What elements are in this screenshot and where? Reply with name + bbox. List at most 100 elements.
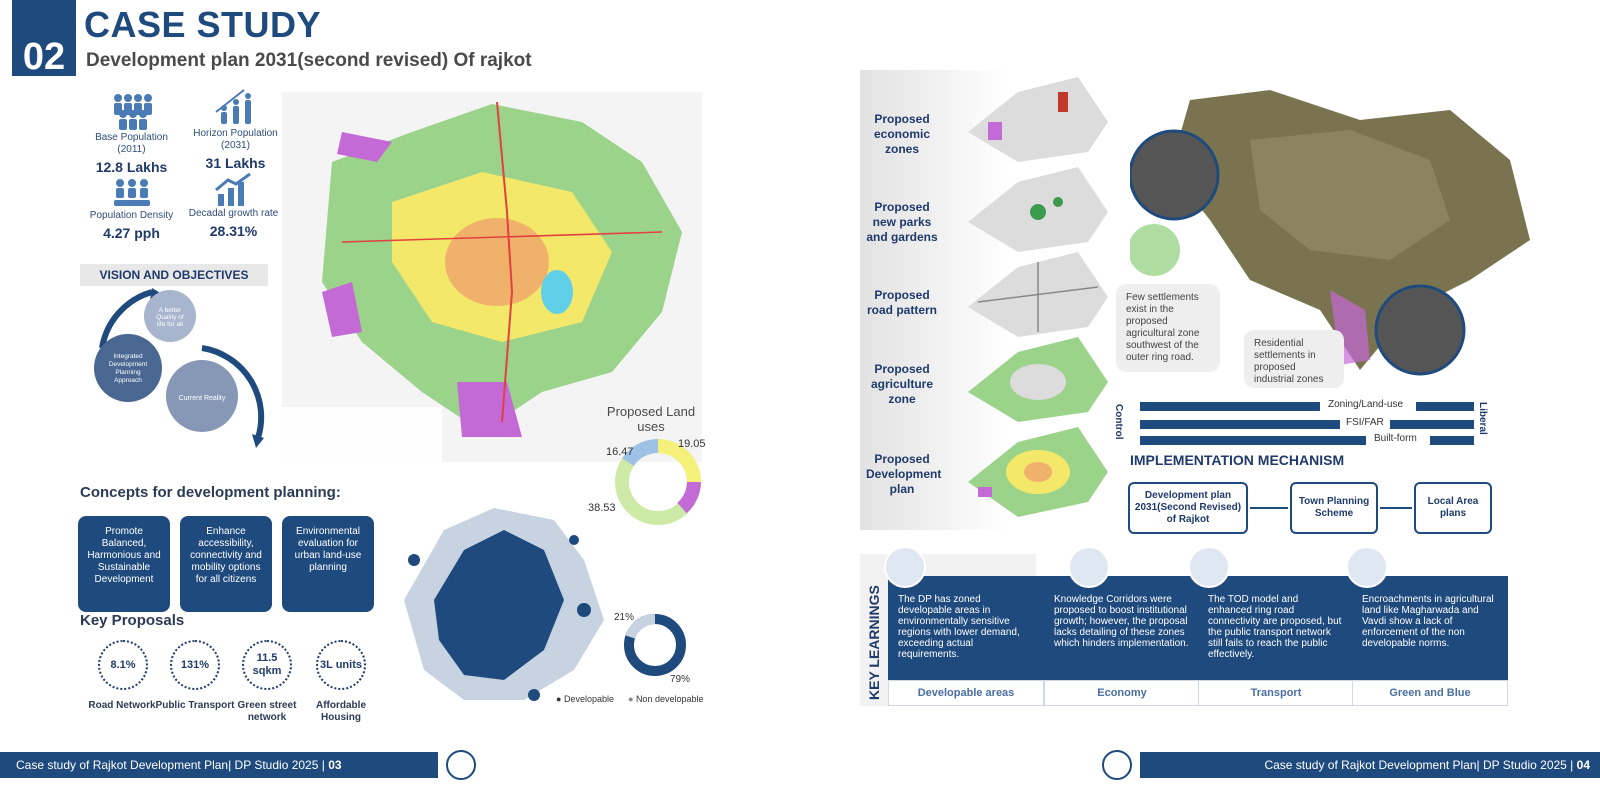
layer-map-development <box>968 427 1108 517</box>
stat-population-density: Population Density 4.27 pph <box>84 178 179 241</box>
satellite-map <box>1130 90 1530 376</box>
donut-label-3: 38.53 <box>588 502 616 514</box>
concept-card-balanced: Promote Balanced, Harmonious and Sustain… <box>78 516 170 612</box>
footer-right: Case study of Rajkot Development Plan| D… <box>1140 752 1600 778</box>
stat-label: Horizon Population (2031) <box>193 128 278 151</box>
layer-label-development: Proposed Development plan <box>866 452 942 496</box>
developable-area-map <box>404 508 604 701</box>
gear-label-quality: A better Quality of life for all <box>156 307 184 328</box>
kp-housing-label: Affordable Housing <box>316 700 366 723</box>
stat-value: 31 Lakhs <box>205 155 266 171</box>
vision-heading: VISION AND OBJECTIVES <box>80 264 268 286</box>
stat-horizon-population: Horizon Population (2031) 31 Lakhs <box>188 88 283 171</box>
gear-label-integrated: Integrated Development Planning Approach <box>109 353 147 384</box>
layer-map-agriculture <box>968 337 1108 422</box>
landuse-map <box>282 92 702 462</box>
kp-transport-value: 131% <box>170 640 220 690</box>
buildings-icon <box>884 546 926 588</box>
scale-bar-built-left <box>1140 436 1366 445</box>
stat-label: Decadal growth rate <box>188 208 279 219</box>
economy-icon <box>1068 546 1110 588</box>
people-crowd-icon <box>113 179 150 206</box>
donut-slice-purple <box>677 481 701 514</box>
stat-value: 4.27 pph <box>103 225 160 241</box>
scale-bar-zoning-right <box>1416 402 1474 411</box>
flow-step-dp: Development plan 2031(Second Revised) of… <box>1128 482 1248 534</box>
key-proposals-heading: Key Proposals <box>80 612 185 629</box>
kl-card-text: Knowledge Corridors were proposed to boo… <box>1044 576 1200 680</box>
note-settlements: Few settlements exist in the proposed ag… <box>1116 284 1220 372</box>
layer-map-road <box>968 252 1108 337</box>
stat-value: 12.8 Lakhs <box>95 159 168 175</box>
layer-map-parks <box>968 167 1108 252</box>
kl-card-developable: The DP has zoned developable areas in en… <box>888 576 1044 706</box>
growth-chart-icon <box>214 172 251 206</box>
landuse-donut-chart <box>615 438 701 525</box>
kp-road-value: 8.1% <box>98 640 148 690</box>
people-group-icon <box>113 94 152 130</box>
stat-label: Base Population (2011) <box>95 132 168 155</box>
page-03: 02 CASE STUDY Development plan 2031(seco… <box>0 0 706 780</box>
kp-green-label: Green street network <box>237 700 297 723</box>
gear-label-current: Current Reality <box>179 395 226 402</box>
implementation-heading: IMPLEMENTATION MECHANISM <box>1130 452 1345 468</box>
kl-card-title: Economy <box>1044 680 1200 706</box>
footer-text: Case study of Rajkot Development Plan| D… <box>1264 758 1574 772</box>
landuse-chart-title: Proposed Land uses <box>606 404 696 434</box>
donut-label-21: 21% <box>614 612 635 623</box>
flow-step-tps: Town Planning Scheme <box>1290 482 1378 534</box>
concepts-heading: Concepts for development planning: <box>80 484 341 501</box>
stat-value: 28.31% <box>209 223 258 239</box>
kl-card-text: The DP has zoned developable areas in en… <box>888 576 1044 680</box>
donut-label-1: 19.05 <box>678 438 706 450</box>
layer-label-road: Proposed road pattern <box>866 288 937 317</box>
layer-label-parks: Proposed new parks and gardens <box>866 200 938 244</box>
scale-row-zoning: Zoning/Land-use <box>1328 399 1404 410</box>
footer-text: Case study of Rajkot Development Plan| D… <box>16 758 325 772</box>
kp-housing-value: 3L units <box>316 640 366 690</box>
kl-card-title: Green and Blue <box>1352 680 1508 706</box>
section-number: 02 <box>12 0 76 76</box>
scale-liberal-label: Liberal <box>1477 402 1488 435</box>
kp-transport-label: Public Transport <box>155 700 235 711</box>
green-blue-icon <box>1346 546 1388 588</box>
legend-developable-label: Developable <box>563 694 614 704</box>
concept-card-environmental: Environmental evaluation for urban land-… <box>282 516 374 612</box>
footer-left: Case study of Rajkot Development Plan| D… <box>0 752 438 778</box>
kl-card-economy: Knowledge Corridors were proposed to boo… <box>1044 576 1200 706</box>
layer-map-economic <box>968 77 1108 162</box>
transport-icon <box>1188 546 1230 588</box>
scale-bar-zoning-left <box>1140 402 1320 411</box>
population-growth-icon <box>214 89 251 124</box>
kl-card-title: Transport <box>1198 680 1354 706</box>
flow-arrow-1 <box>1250 507 1288 509</box>
donut-label-79: 79% <box>670 674 691 685</box>
layer-maps-stack <box>968 77 1108 517</box>
layer-label-economic: Proposed economic zones <box>873 112 930 156</box>
user-avatar-icon <box>1102 750 1132 780</box>
flow-arrow-2 <box>1380 507 1412 509</box>
footer-page-number: 04 <box>1576 758 1590 772</box>
user-avatar-icon <box>446 750 476 780</box>
kl-card-text: Encroachments in agricultural land like … <box>1352 576 1508 680</box>
legend-developable: ● Developable <box>556 694 614 704</box>
kp-green-value: 11.5 sqkm <box>242 640 292 690</box>
footer-page-number: 03 <box>328 758 342 772</box>
layer-label-agriculture: Proposed agriculture zone <box>870 362 933 406</box>
key-learnings-heading: KEY LEARNINGS <box>866 585 882 700</box>
scale-control-label: Control <box>1113 404 1124 440</box>
kl-card-text: The TOD model and enhanced ring road con… <box>1198 576 1354 680</box>
page-subtitle: Development plan 2031(second revised) Of… <box>86 50 532 71</box>
legend-non-developable-label: Non developable <box>635 694 704 704</box>
scale-bar-built-right <box>1430 436 1474 445</box>
scale-row-fsi: FSI/FAR <box>1346 417 1384 428</box>
scale-row-built: Built-form <box>1374 433 1417 444</box>
donut-label-2: 16.47 <box>606 446 634 458</box>
developable-donut-chart <box>624 614 686 676</box>
kl-card-title: Developable areas <box>888 680 1044 706</box>
scale-bar-fsi-left <box>1140 420 1340 429</box>
donut-slice-19.05 <box>657 439 701 483</box>
kl-card-green-blue: Encroachments in agricultural land like … <box>1352 576 1508 706</box>
vision-gears-diagram: A better Quality of life for all Integrate… <box>94 288 265 448</box>
flow-step-lap: Local Area plans <box>1414 482 1492 534</box>
